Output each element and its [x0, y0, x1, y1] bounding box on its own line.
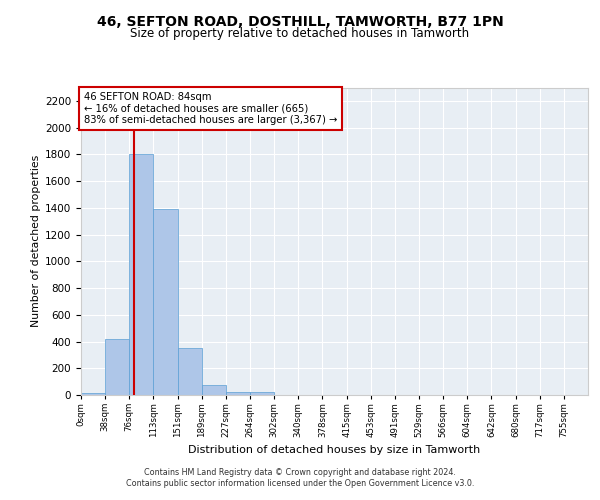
Bar — [81, 393, 105, 395]
Bar — [202, 385, 226, 395]
Y-axis label: Number of detached properties: Number of detached properties — [31, 155, 41, 328]
Bar — [178, 348, 202, 395]
Bar — [105, 339, 129, 395]
Bar — [154, 209, 178, 395]
Text: Contains HM Land Registry data © Crown copyright and database right 2024.
Contai: Contains HM Land Registry data © Crown c… — [126, 468, 474, 487]
Bar — [226, 392, 250, 395]
Bar — [129, 154, 154, 395]
Text: 46 SEFTON ROAD: 84sqm
← 16% of detached houses are smaller (665)
83% of semi-det: 46 SEFTON ROAD: 84sqm ← 16% of detached … — [83, 92, 337, 126]
Bar — [250, 392, 274, 395]
Text: 46, SEFTON ROAD, DOSTHILL, TAMWORTH, B77 1PN: 46, SEFTON ROAD, DOSTHILL, TAMWORTH, B77… — [97, 15, 503, 29]
Text: Size of property relative to detached houses in Tamworth: Size of property relative to detached ho… — [130, 28, 470, 40]
X-axis label: Distribution of detached houses by size in Tamworth: Distribution of detached houses by size … — [188, 445, 481, 455]
